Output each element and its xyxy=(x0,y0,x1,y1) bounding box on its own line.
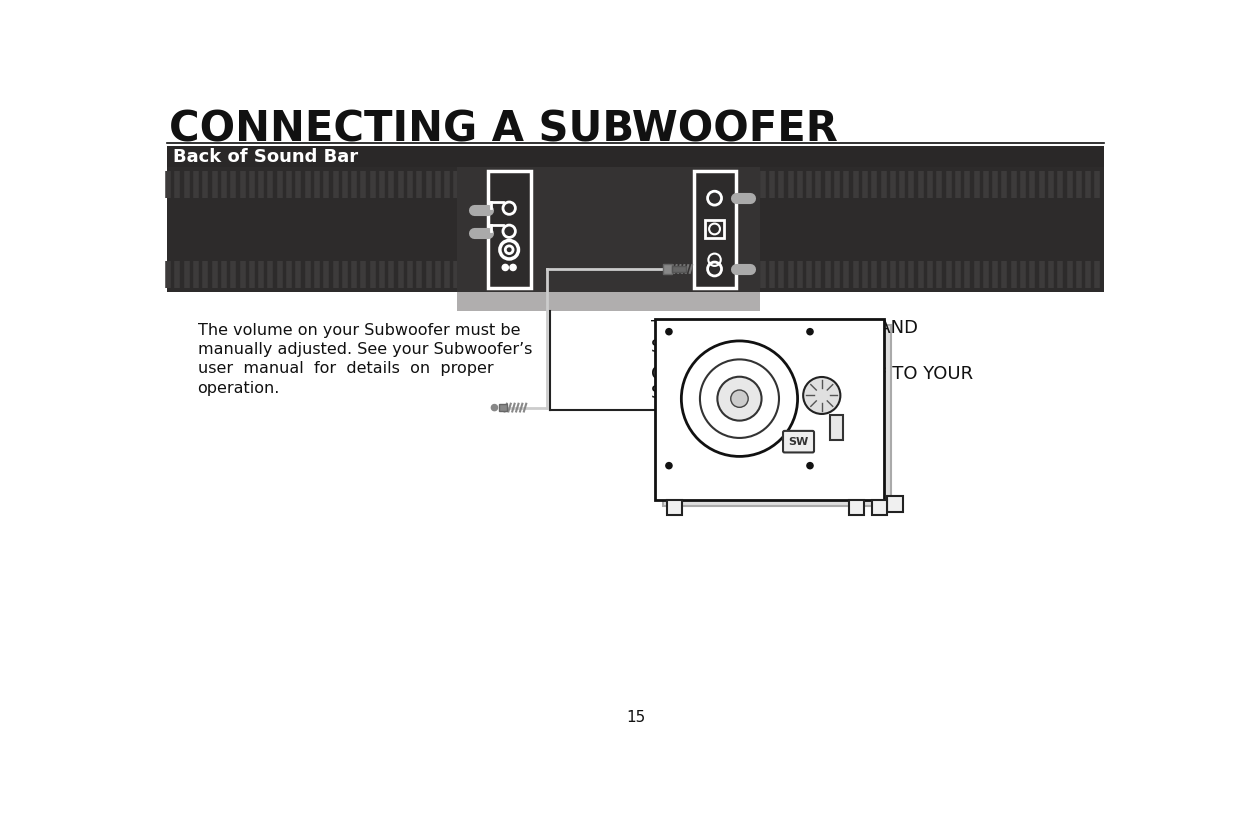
Text: SUBWOOFER OFF.: SUBWOOFER OFF. xyxy=(651,339,811,356)
Circle shape xyxy=(510,265,516,271)
Bar xyxy=(693,171,737,288)
Circle shape xyxy=(730,390,748,408)
Circle shape xyxy=(666,329,672,334)
Text: CONNECTING A SUBWOOFER: CONNECTING A SUBWOOFER xyxy=(169,109,838,151)
Bar xyxy=(662,325,892,506)
Text: operation.: operation. xyxy=(197,381,280,396)
Bar xyxy=(848,500,864,515)
Text: 15: 15 xyxy=(626,710,645,725)
Bar xyxy=(458,292,759,311)
Circle shape xyxy=(807,462,813,469)
Bar xyxy=(166,146,1105,292)
Text: SW: SW xyxy=(789,437,808,447)
Circle shape xyxy=(804,377,841,414)
Bar xyxy=(655,319,883,500)
FancyBboxPatch shape xyxy=(782,431,813,452)
Circle shape xyxy=(699,359,779,438)
Text: Back of Sound Bar: Back of Sound Bar xyxy=(172,148,358,165)
Bar xyxy=(888,496,903,511)
Bar xyxy=(489,171,531,288)
Bar xyxy=(166,146,1105,168)
Bar xyxy=(458,168,759,292)
Text: TURN BOTH SOUND BAR AND: TURN BOTH SOUND BAR AND xyxy=(651,319,918,337)
Text: The volume on your Subwoofer must be: The volume on your Subwoofer must be xyxy=(197,323,520,338)
Text: SUBWOOFER*.: SUBWOOFER*. xyxy=(651,384,782,403)
Circle shape xyxy=(491,404,497,411)
Text: CONNECT AN RCA CABLE* TO YOUR: CONNECT AN RCA CABLE* TO YOUR xyxy=(651,365,973,383)
Text: user  manual  for  details  on  proper: user manual for details on proper xyxy=(197,361,494,376)
Circle shape xyxy=(718,377,761,421)
Circle shape xyxy=(681,341,797,457)
Bar xyxy=(872,500,888,515)
Circle shape xyxy=(502,265,508,271)
Bar xyxy=(662,265,672,274)
Text: manually adjusted. See your Subwoofer’s: manually adjusted. See your Subwoofer’s xyxy=(197,342,532,357)
Bar xyxy=(667,500,682,515)
Circle shape xyxy=(666,462,672,469)
Circle shape xyxy=(807,329,813,334)
Bar xyxy=(498,403,507,412)
Bar xyxy=(830,416,843,440)
Bar xyxy=(672,266,686,272)
